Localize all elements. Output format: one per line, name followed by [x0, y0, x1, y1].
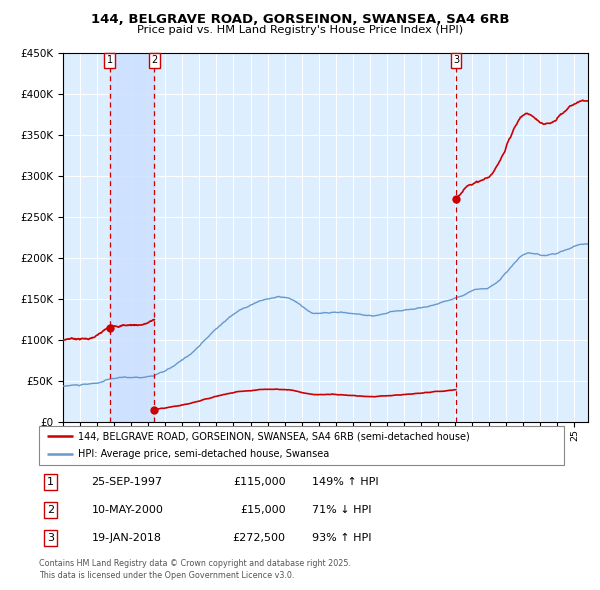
Text: 71% ↓ HPI: 71% ↓ HPI [312, 505, 371, 515]
Text: This data is licensed under the Open Government Licence v3.0.: This data is licensed under the Open Gov… [39, 571, 295, 580]
Text: 144, BELGRAVE ROAD, GORSEINON, SWANSEA, SA4 6RB: 144, BELGRAVE ROAD, GORSEINON, SWANSEA, … [91, 13, 509, 26]
Text: 2: 2 [47, 505, 54, 515]
Text: 1: 1 [47, 477, 54, 487]
Text: 3: 3 [47, 533, 54, 543]
Text: 25-SEP-1997: 25-SEP-1997 [91, 477, 163, 487]
Text: 2: 2 [151, 55, 158, 65]
Text: 144, BELGRAVE ROAD, GORSEINON, SWANSEA, SA4 6RB (semi-detached house): 144, BELGRAVE ROAD, GORSEINON, SWANSEA, … [79, 431, 470, 441]
Text: 10-MAY-2000: 10-MAY-2000 [91, 505, 163, 515]
Text: 93% ↑ HPI: 93% ↑ HPI [312, 533, 371, 543]
Text: Contains HM Land Registry data © Crown copyright and database right 2025.: Contains HM Land Registry data © Crown c… [39, 559, 351, 568]
Text: 1: 1 [107, 55, 113, 65]
Text: £15,000: £15,000 [240, 505, 286, 515]
Text: HPI: Average price, semi-detached house, Swansea: HPI: Average price, semi-detached house,… [79, 450, 329, 460]
Bar [110, 53, 154, 422]
FancyBboxPatch shape [39, 426, 564, 465]
Text: 3: 3 [453, 55, 459, 65]
Text: 149% ↑ HPI: 149% ↑ HPI [312, 477, 379, 487]
Text: Price paid vs. HM Land Registry's House Price Index (HPI): Price paid vs. HM Land Registry's House … [137, 25, 463, 35]
Text: 19-JAN-2018: 19-JAN-2018 [91, 533, 161, 543]
Text: £115,000: £115,000 [233, 477, 286, 487]
Text: £272,500: £272,500 [233, 533, 286, 543]
